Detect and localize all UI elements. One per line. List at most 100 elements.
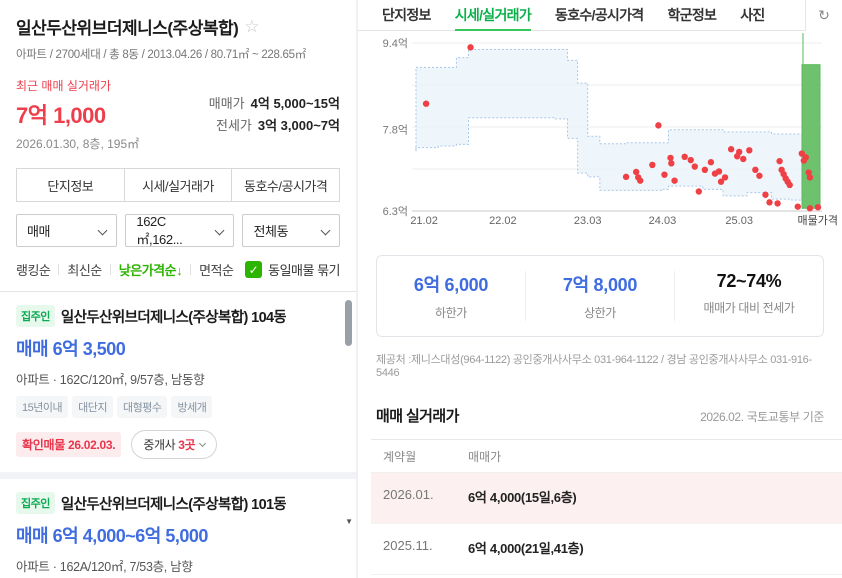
agents-label: 중개사 bbox=[143, 438, 176, 452]
listing-price: 매매 6억 3,500 bbox=[16, 339, 126, 359]
agents-count: 3곳 bbox=[178, 438, 196, 452]
scroll-down-arrow-icon[interactable]: ▼ bbox=[345, 517, 353, 526]
complex-title: 일산두산위브더제니스(주상복합) bbox=[16, 19, 239, 38]
svg-text:24.03: 24.03 bbox=[649, 215, 677, 227]
tab-complex-info[interactable]: 단지정보 bbox=[382, 7, 431, 23]
sort-newest[interactable]: 최신순 bbox=[67, 263, 102, 278]
divider bbox=[190, 264, 192, 275]
trade-table-basis: 2026.02. 국토교통부 기준 bbox=[700, 410, 824, 424]
building-select[interactable]: 전체동 bbox=[242, 214, 340, 247]
jeonse-ratio-label: 매매가 대비 전세가 bbox=[703, 301, 795, 315]
group-duplicates-checkbox[interactable]: ✓ bbox=[245, 261, 263, 278]
svg-text:25.03: 25.03 bbox=[725, 215, 753, 227]
jeonse-price-range: 전세가 3억 3,000~7억 bbox=[209, 115, 340, 137]
listing-card[interactable]: 집주인 일산두산위브더제니스(주상복합) 101동 매매 6억 4,000~6억… bbox=[0, 479, 356, 578]
complex-detail-panel: 일산두산위브더제니스(주상복합) ☆ 아파트 / 2700세대 / 총 8동 /… bbox=[0, 0, 358, 578]
complex-header: 일산두산위브더제니스(주상복합) ☆ 아파트 / 2700세대 / 총 8동 /… bbox=[0, 0, 356, 291]
area-type-value: 162C㎡,162... bbox=[136, 213, 183, 247]
price-history-panel: 단지정보 시세/실거래가 동호수/공시가격 학군정보 사진 ↻ 9.4억 7.8억… bbox=[358, 0, 842, 578]
jeonse-range-value: 3억 3,000~7억 bbox=[257, 118, 340, 133]
sale-price-range: 매매가 4억 5,000~15억 bbox=[209, 93, 340, 115]
listing-price: 매매 6억 4,000~6억 5,000 bbox=[16, 526, 208, 546]
listing-desc: 아파트 · 162C/120㎡, 9/57층, 남동향 bbox=[16, 373, 205, 387]
price-summary-box: 6억 6,000 하한가 7억 8,000 상한가 72~74% 매매가 대비 … bbox=[376, 255, 824, 337]
agents-dropdown-button[interactable]: 중개사 3곳 bbox=[131, 430, 218, 459]
contract-month: 2026.01. bbox=[383, 487, 434, 502]
column-contract-month: 계약월 bbox=[383, 449, 417, 464]
trade-price: 6억 4,000(21일,41층) bbox=[468, 541, 584, 556]
recent-trade-price: 7억 1,000 bbox=[16, 103, 106, 128]
chevron-down-icon bbox=[320, 225, 331, 236]
tab-price-history[interactable]: 시세/실거래가 bbox=[123, 168, 233, 202]
group-duplicates-label: 동일매물 묶기 bbox=[268, 263, 340, 278]
data-provider-text: 제공처 :제니스대성(964-1122) 공인중개사사무소 031-964-11… bbox=[376, 354, 812, 379]
svg-text:21.02: 21.02 bbox=[410, 215, 438, 227]
tab-photos[interactable]: 사진 bbox=[740, 7, 765, 23]
sale-range-label: 매매가 bbox=[208, 96, 245, 111]
trade-type-select[interactable]: 매매 bbox=[16, 214, 118, 247]
price-range-block: 매매가 4억 5,000~15억 전세가 3억 3,000~7억 bbox=[209, 93, 340, 152]
upper-bound-label: 상한가 bbox=[584, 306, 616, 320]
tab-unit-official-price[interactable]: 동호수/공시가격 bbox=[231, 168, 341, 202]
right-tab-bar: 단지정보 시세/실거래가 동호수/공시가격 학군정보 사진 ↻ bbox=[358, 0, 842, 31]
trade-table-header: 매매 실거래가 2026.02. 국토교통부 기준 bbox=[376, 405, 824, 426]
upper-bound-value: 7억 8,000 bbox=[562, 275, 638, 295]
svg-text:7.8억: 7.8억 bbox=[383, 124, 408, 137]
favorite-star-icon[interactable]: ☆ bbox=[244, 16, 260, 36]
table-row: 2025.11. 6억 4,000(21일,41층) bbox=[371, 524, 842, 575]
chevron-down-icon bbox=[215, 225, 225, 236]
listing-card[interactable]: 집주인 일산두산위브더제니스(주상복합) 104동 매매 6억 3,500 아파… bbox=[0, 292, 356, 472]
tab-price-history[interactable]: 시세/실거래가 bbox=[454, 0, 532, 31]
owner-badge: 집주인 bbox=[16, 492, 55, 514]
owner-badge: 집주인 bbox=[16, 305, 55, 327]
refresh-icon[interactable]: ↻ bbox=[806, 0, 842, 31]
sort-ranking[interactable]: 랭킹순 bbox=[16, 263, 51, 278]
lower-bound-value: 6억 6,000 bbox=[413, 275, 489, 295]
sort-lowest-price[interactable]: 낮은가격순↓ bbox=[118, 263, 183, 278]
jeonse-range-label: 전세가 bbox=[215, 118, 252, 133]
svg-text:매물가격: 매물가격 bbox=[798, 214, 838, 227]
svg-text:9.4억: 9.4억 bbox=[383, 37, 408, 50]
confirmed-listing-badge: 확인매물 26.02.03. bbox=[16, 432, 122, 457]
listing-title: 일산두산위브더제니스(주상복합) 101동 bbox=[60, 496, 287, 513]
divider bbox=[58, 264, 60, 275]
svg-text:22.02: 22.02 bbox=[489, 215, 517, 227]
tag: 방세개 bbox=[171, 396, 213, 418]
price-chart: 9.4억 7.8억 6.3억 21.02 22.02 23.03 24.03 25.03 매물가… bbox=[358, 31, 842, 227]
tag: 대단지 bbox=[72, 396, 113, 418]
lower-bound-label: 하한가 bbox=[435, 306, 467, 320]
recent-trade-label: 최근 매매 실거래가 bbox=[16, 79, 111, 93]
scrollbar-thumb[interactable] bbox=[345, 300, 352, 346]
recent-trade-detail: 2026.01.30, 8층, 195㎡ bbox=[16, 137, 140, 151]
sale-range-value: 4억 5,000~15억 bbox=[250, 96, 340, 111]
divider bbox=[109, 264, 111, 275]
listing-desc: 아파트 · 162A/120㎡, 7/53층, 남향 bbox=[16, 560, 193, 574]
building-value: 전체동 bbox=[253, 224, 289, 239]
tab-school-info[interactable]: 학군정보 bbox=[667, 7, 717, 23]
column-sale-price: 매매가 bbox=[468, 449, 502, 464]
jeonse-ratio-value: 72~74% bbox=[716, 271, 782, 291]
tab-complex-info[interactable]: 단지정보 bbox=[16, 168, 125, 202]
complex-summary: 아파트 / 2700세대 / 총 8동 / 2013.04.26 / 80.71… bbox=[16, 49, 306, 61]
tag: 대형평수 bbox=[116, 396, 168, 418]
sort-bar: 랭킹순 최신순 낮은가격순↓ 면적순 ✓ 동일매물 묶기 bbox=[16, 247, 340, 291]
chevron-down-icon bbox=[199, 439, 207, 448]
divider bbox=[805, 0, 806, 31]
chevron-down-icon bbox=[97, 225, 108, 236]
left-tab-buttons: 단지정보 시세/실거래가 동호수/공시가격 bbox=[16, 168, 341, 202]
tab-unit-official-price[interactable]: 동호수/공시가격 bbox=[555, 7, 644, 23]
listing-title: 일산두산위브더제니스(주상복합) 104동 bbox=[60, 309, 287, 326]
recent-trade-block: 최근 매매 실거래가 7억 1,000 2026.01.30, 8층, 195㎡ bbox=[16, 77, 139, 152]
tag: 15년이내 bbox=[16, 396, 69, 418]
svg-text:23.03: 23.03 bbox=[574, 215, 602, 227]
listing-tags: 15년이내 대단지 대형평수 방세개 bbox=[16, 396, 340, 418]
contract-month: 2025.11. bbox=[383, 538, 433, 553]
lower-bound-block: 6억 6,000 하한가 bbox=[377, 271, 525, 321]
area-type-select[interactable]: 162C㎡,162... bbox=[125, 213, 235, 247]
filter-row: 매매 162C㎡,162... 전체동 bbox=[16, 214, 340, 247]
jeonse-ratio-block: 72~74% 매매가 대비 전세가 bbox=[674, 271, 823, 321]
trade-table-title: 매매 실거래가 bbox=[376, 408, 459, 425]
sort-area[interactable]: 면적순 bbox=[199, 263, 234, 278]
